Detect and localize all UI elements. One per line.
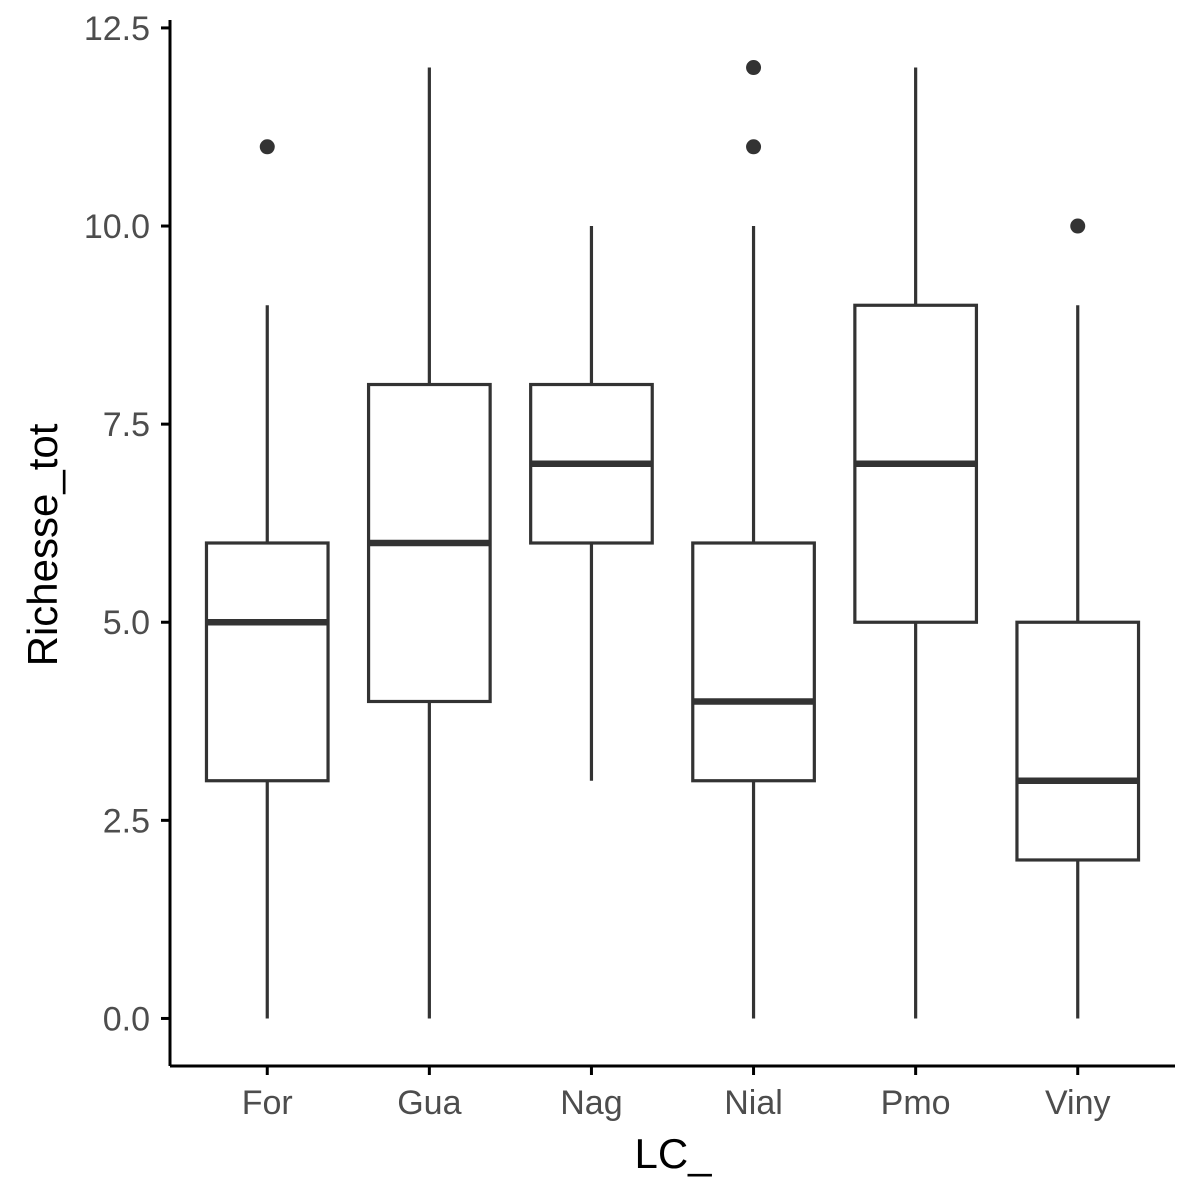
outlier-point — [259, 139, 275, 155]
x-tick-label: Pmo — [881, 1084, 951, 1122]
box-group-nial — [691, 60, 816, 1019]
y-tick-label: 2.5 — [103, 802, 150, 840]
outlier-point — [746, 139, 762, 155]
y-tick-label: 5.0 — [103, 604, 150, 642]
outlier-point — [746, 60, 762, 76]
box — [691, 541, 816, 783]
x-tick-label: Nial — [724, 1084, 783, 1122]
box — [1015, 620, 1141, 862]
x-tick-label: Viny — [1045, 1084, 1111, 1122]
y-tick-label: 0.0 — [103, 1000, 150, 1038]
box-group-nag — [529, 226, 654, 781]
x-tick-label: For — [242, 1084, 293, 1122]
box — [204, 541, 330, 783]
box-group-gua — [366, 67, 492, 1019]
y-axis: 0.0 2.5 5.0 7.5 10.0 12.5 — [84, 10, 172, 1066]
box-group-pmo — [853, 67, 979, 1019]
outlier-point — [1070, 218, 1086, 234]
x-axis-title: LC_ — [634, 1130, 712, 1177]
box-group-for — [204, 139, 330, 1019]
y-tick-label: 10.0 — [84, 208, 150, 246]
y-tick-label: 7.5 — [103, 406, 150, 444]
x-axis: For Gua Nag Nial Pmo Viny — [170, 1064, 1175, 1122]
y-axis-title: Richesse_tot — [19, 423, 66, 666]
y-tick-label: 12.5 — [84, 10, 150, 48]
x-tick-label: Nag — [560, 1084, 622, 1122]
plot-area — [204, 60, 1141, 1019]
x-tick-label: Gua — [397, 1084, 461, 1122]
box-group-viny — [1015, 218, 1141, 1019]
